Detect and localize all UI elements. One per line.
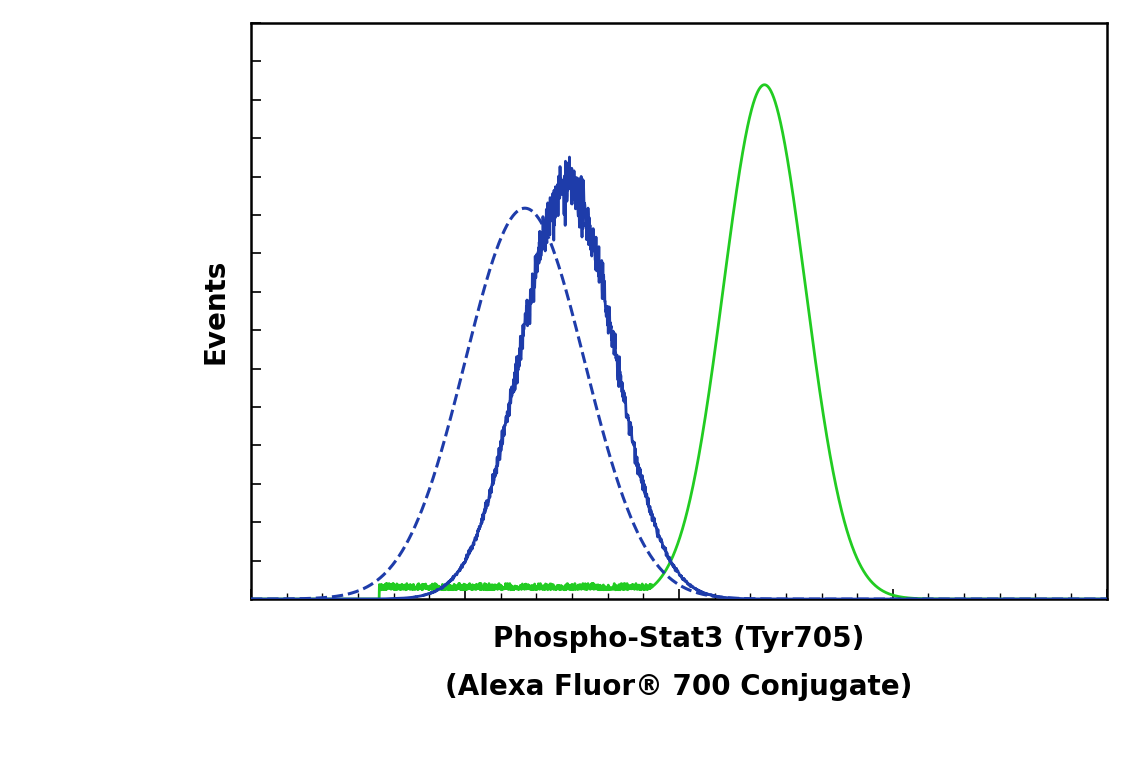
X-axis label: Phospho-Stat3 (Tyr705)
(Alexa Fluor® 700 Conjugate): Phospho-Stat3 (Tyr705) (Alexa Fluor® 700… [445, 624, 913, 700]
Y-axis label: Events: Events [202, 258, 229, 364]
